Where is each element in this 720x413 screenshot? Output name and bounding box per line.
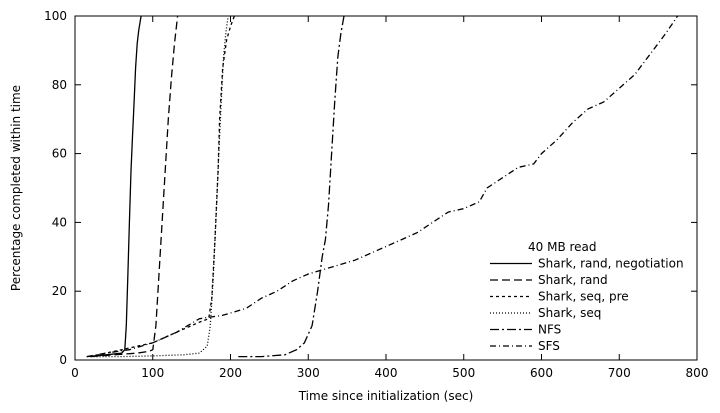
legend-label: SFS: [538, 339, 560, 353]
y-tick-label: 100: [44, 9, 67, 23]
series-line-2: [90, 15, 179, 358]
series-line-3: [90, 15, 236, 358]
y-tick-label: 20: [52, 284, 67, 298]
legend-label: Shark, seq, pre: [538, 290, 629, 304]
legend-title: 40 MB read: [528, 240, 597, 254]
x-tick-label: 400: [375, 366, 398, 380]
legend-label: NFS: [538, 323, 561, 337]
x-tick-label: 800: [686, 366, 709, 380]
y-tick-label: 40: [52, 215, 67, 229]
x-tick-label: 600: [530, 366, 553, 380]
x-tick-label: 0: [71, 366, 79, 380]
y-axis-title: Percentage completed within time: [9, 85, 23, 291]
series-line-1: [86, 15, 142, 358]
y-tick-label: 80: [52, 78, 67, 92]
x-tick-label: 200: [219, 366, 242, 380]
series-line-5: [238, 15, 345, 358]
plot-area-border: [74, 15, 698, 361]
series-line-6: [86, 15, 679, 358]
legend-label: Shark, seq: [538, 306, 601, 320]
legend-label: Shark, rand, negotiation: [538, 257, 684, 271]
legend-label: Shark, rand: [538, 273, 608, 287]
axis-ticks: 0 100 200 300 400 500 600 700 800 0 20 40 60 80 100: [44, 9, 708, 380]
x-tick-label: 700: [608, 366, 631, 380]
x-tick-label: 500: [452, 366, 475, 380]
plot-frame: [74, 15, 698, 361]
y-tick-label: 60: [52, 147, 67, 161]
legend: 40 MB read Shark, rand, negotiation Shark,…: [490, 240, 684, 353]
series-lines: [86, 15, 679, 358]
x-axis-title: Time since initialization (sec): [298, 389, 474, 403]
x-tick-label: 300: [297, 366, 320, 380]
series-line-4: [90, 15, 229, 358]
y-tick-label: 0: [59, 353, 67, 367]
x-tick-label: 100: [141, 366, 164, 380]
